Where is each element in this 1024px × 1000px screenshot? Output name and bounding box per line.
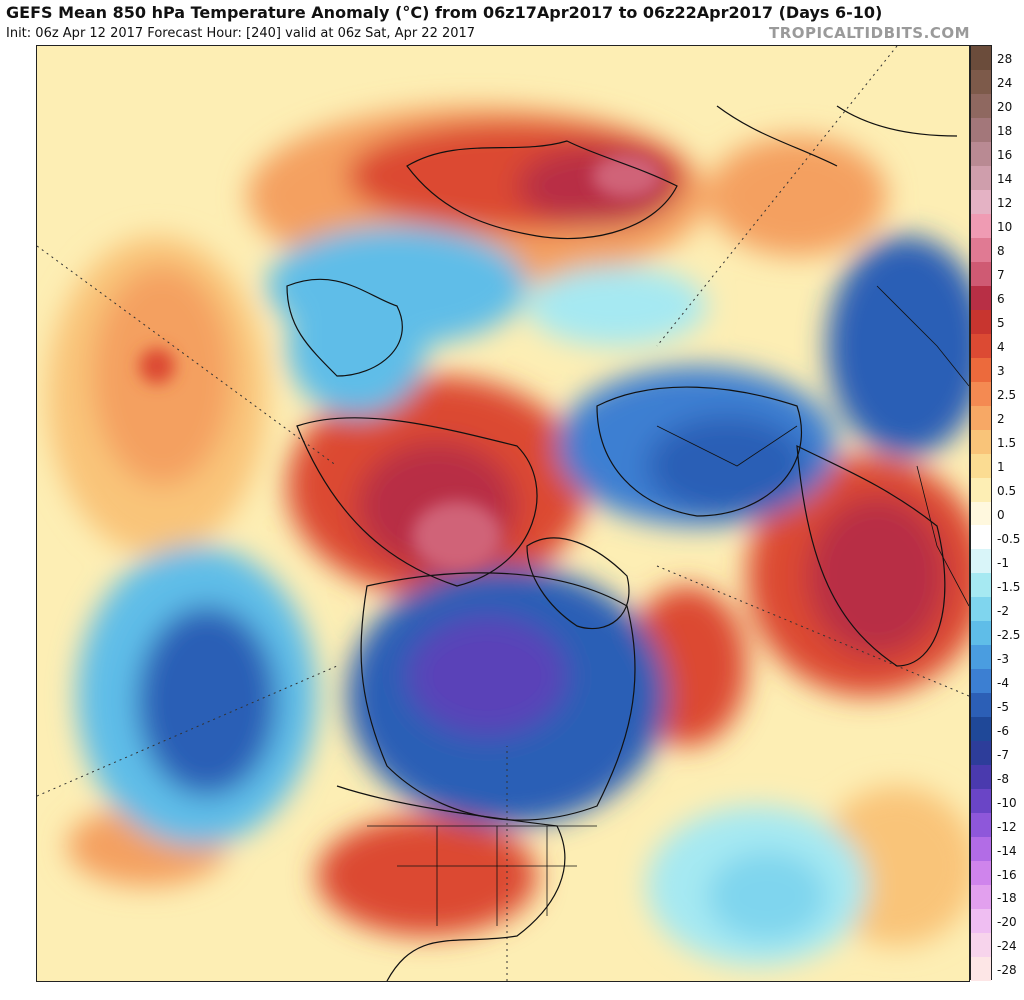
colorbar-swatch xyxy=(971,213,991,239)
colorbar-swatch xyxy=(971,477,991,502)
colorbar-swatch xyxy=(971,93,991,119)
colorbar-label: 7 xyxy=(997,268,1005,283)
colorbar-label: -4 xyxy=(997,675,1009,690)
colorbar-swatch xyxy=(971,885,991,910)
colorbar-label: -5 xyxy=(997,699,1009,714)
colorbar-swatch xyxy=(971,46,991,71)
colorbar-label: -1 xyxy=(997,555,1009,570)
colorbar-swatch xyxy=(971,909,991,934)
colorbar-label: -24 xyxy=(997,939,1017,954)
colorbar-label: 6 xyxy=(997,292,1005,307)
colorbar-label: -28 xyxy=(997,963,1017,978)
colorbar-swatch xyxy=(971,117,991,143)
colorbar-swatch xyxy=(971,645,991,670)
colorbar-label: -3 xyxy=(997,651,1009,666)
colorbar-swatch xyxy=(971,861,991,886)
chart-subtitle: Init: 06z Apr 12 2017 Forecast Hour: [24… xyxy=(6,26,476,41)
colorbar-label: 16 xyxy=(997,148,1013,163)
colorbar-swatch xyxy=(971,573,991,598)
colorbar-label: 24 xyxy=(997,76,1013,91)
colorbar-label: -10 xyxy=(997,795,1017,810)
colorbar-swatch xyxy=(971,813,991,838)
colorbar-label: -20 xyxy=(997,915,1017,930)
colorbar-swatch xyxy=(971,717,991,742)
lat-lon-grid xyxy=(37,46,969,981)
colorbar-swatch xyxy=(971,957,991,982)
colorbar-label: -1.5 xyxy=(997,579,1021,594)
colorbar-label: -0.5 xyxy=(997,531,1021,546)
colorbar-label: 12 xyxy=(997,196,1013,211)
coastlines xyxy=(286,105,958,981)
colorbar-swatch xyxy=(971,165,991,191)
colorbar-swatch xyxy=(971,141,991,167)
colorbar-swatch xyxy=(971,381,991,407)
colorbar-label: -2 xyxy=(997,603,1009,618)
anomaly-map xyxy=(36,45,970,982)
colorbar-swatch xyxy=(971,237,991,263)
colorbar-swatch xyxy=(971,525,991,550)
colorbar-swatch xyxy=(971,453,991,479)
colorbar-label: 1.5 xyxy=(997,435,1017,450)
colorbar-swatch xyxy=(971,549,991,574)
colorbar-label: 0 xyxy=(997,507,1005,522)
colorbar-label: 20 xyxy=(997,100,1013,115)
colorbar-swatch xyxy=(971,69,991,95)
colorbar-label: -14 xyxy=(997,843,1017,858)
colorbar-label: 18 xyxy=(997,124,1013,139)
colorbar-label: -7 xyxy=(997,747,1009,762)
colorbar-label: 28 xyxy=(997,52,1013,67)
colorbar-swatch xyxy=(971,837,991,862)
brand-watermark: TROPICALTIDBITS.COM xyxy=(769,24,970,42)
colorbar-label: 2 xyxy=(997,412,1005,426)
colorbar-label: 5 xyxy=(997,316,1005,331)
colorbar-swatch xyxy=(971,429,991,455)
colorbar-swatch xyxy=(971,669,991,694)
colorbar-label: -12 xyxy=(997,819,1017,834)
colorbar xyxy=(970,45,992,982)
anomaly-peaks xyxy=(139,154,662,571)
colorbar-swatch xyxy=(971,693,991,718)
colorbar-label: 8 xyxy=(997,244,1005,259)
colorbar-swatch xyxy=(971,621,991,646)
colorbar-label: 0.5 xyxy=(997,483,1017,498)
colorbar-swatch xyxy=(971,765,991,790)
colorbar-swatch xyxy=(971,741,991,766)
chart-title: GEFS Mean 850 hPa Temperature Anomaly (°… xyxy=(6,3,883,22)
colorbar-swatch xyxy=(971,189,991,215)
colorbar-label: 3 xyxy=(997,364,1005,379)
map-canvas xyxy=(37,46,969,981)
colorbar-swatch xyxy=(971,333,991,359)
colorbar-label: 1 xyxy=(997,459,1005,474)
colorbar-label: -2.5 xyxy=(997,627,1021,642)
colorbar-swatch xyxy=(971,309,991,335)
colorbar-label: 4 xyxy=(997,340,1005,355)
colorbar-label: 14 xyxy=(997,172,1013,187)
colorbar-swatch xyxy=(971,357,991,383)
colorbar-swatch xyxy=(971,405,991,431)
colorbar-label: -18 xyxy=(997,891,1017,906)
colorbar-swatch xyxy=(971,933,991,958)
colorbar-swatch xyxy=(971,789,991,814)
colorbar-swatch xyxy=(971,261,991,287)
colorbar-swatch xyxy=(971,501,991,526)
colorbar-swatch xyxy=(971,597,991,622)
colorbar-label: -16 xyxy=(997,867,1017,882)
colorbar-swatch xyxy=(971,285,991,311)
colorbar-label: -6 xyxy=(997,723,1009,738)
political-borders xyxy=(367,285,969,926)
colorbar-label: 2.5 xyxy=(997,388,1017,403)
colorbar-label: -8 xyxy=(997,771,1009,786)
anomaly-field xyxy=(47,106,969,966)
colorbar-label: 10 xyxy=(997,220,1013,235)
